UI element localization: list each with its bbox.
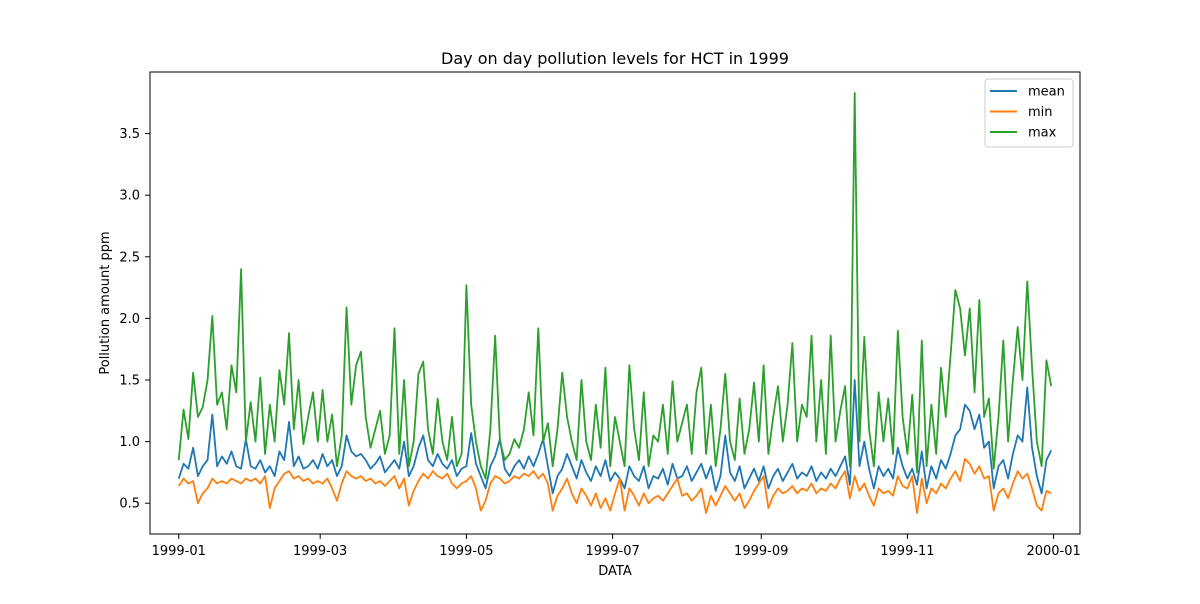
y-tick-label: 2.0 [119, 312, 140, 327]
series-line-max [177, 92, 1053, 480]
y-tick-label: 3.5 [119, 127, 140, 142]
x-axis: 1999-01 1999-03 1999-05 1999-07 1999-09 1999-… [152, 534, 1081, 559]
plot-frame [149, 71, 1081, 535]
y-tick-label: 1.0 [119, 435, 140, 450]
legend: mean min max [984, 78, 1074, 148]
y-axis-label: Pollution amount ppm [98, 231, 113, 374]
legend-label-max: max [1028, 126, 1057, 141]
series-line-min [178, 457, 1052, 514]
x-tick-label: 1999-05 [439, 544, 493, 559]
series-layer [177, 92, 1053, 514]
y-axis: 0.5 1.0 1.5 2.0 2.5 3.0 3.5 [119, 127, 150, 512]
legend-label-min: min [1028, 105, 1053, 120]
x-tick-label: 1999-09 [734, 544, 788, 559]
x-tick-label: 1999-03 [293, 544, 347, 559]
chart-title: Day on day pollution levels for HCT in 1… [441, 49, 789, 68]
y-tick-label: 1.5 [119, 374, 140, 389]
x-tick-label: 1999-11 [880, 544, 934, 559]
legend-label-mean: mean [1028, 85, 1065, 100]
y-tick-label: 2.5 [119, 250, 140, 265]
x-axis-label: DATA [598, 564, 632, 579]
y-tick-label: 0.5 [119, 497, 140, 512]
y-tick-label: 3.0 [119, 189, 140, 204]
x-tick-label: 1999-07 [585, 544, 639, 559]
x-tick-label: 1999-01 [152, 544, 206, 559]
legend-box [984, 78, 1074, 148]
series-line-mean [177, 379, 1053, 495]
x-tick-label: 2000-01 [1026, 544, 1080, 559]
